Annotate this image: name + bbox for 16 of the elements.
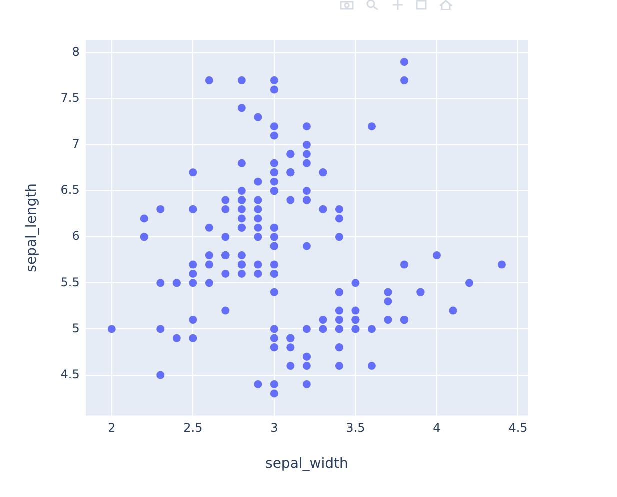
y-tick-label: 7: [72, 137, 80, 152]
y-tick-label: 8: [72, 45, 80, 60]
y-tick-label: 7.5: [60, 91, 80, 106]
y-tick-label: 6: [72, 229, 80, 244]
x-tick-label: 2.5: [184, 421, 203, 436]
y-tick-label: 5: [72, 321, 80, 336]
y-axis-title: sepal_length: [24, 183, 40, 272]
x-tick-label: 4: [433, 421, 441, 436]
x-axis-title: sepal_width: [266, 456, 348, 472]
y-tick-label: 6.5: [60, 183, 80, 198]
x-tick-label: 3.5: [346, 421, 366, 436]
x-tick-label: 4.5: [508, 421, 528, 436]
x-tick-label: 2: [108, 421, 116, 436]
x-tick-label: 3: [270, 421, 278, 436]
y-tick-label: 5.5: [60, 275, 80, 290]
y-tick-label: 4.5: [60, 367, 80, 382]
